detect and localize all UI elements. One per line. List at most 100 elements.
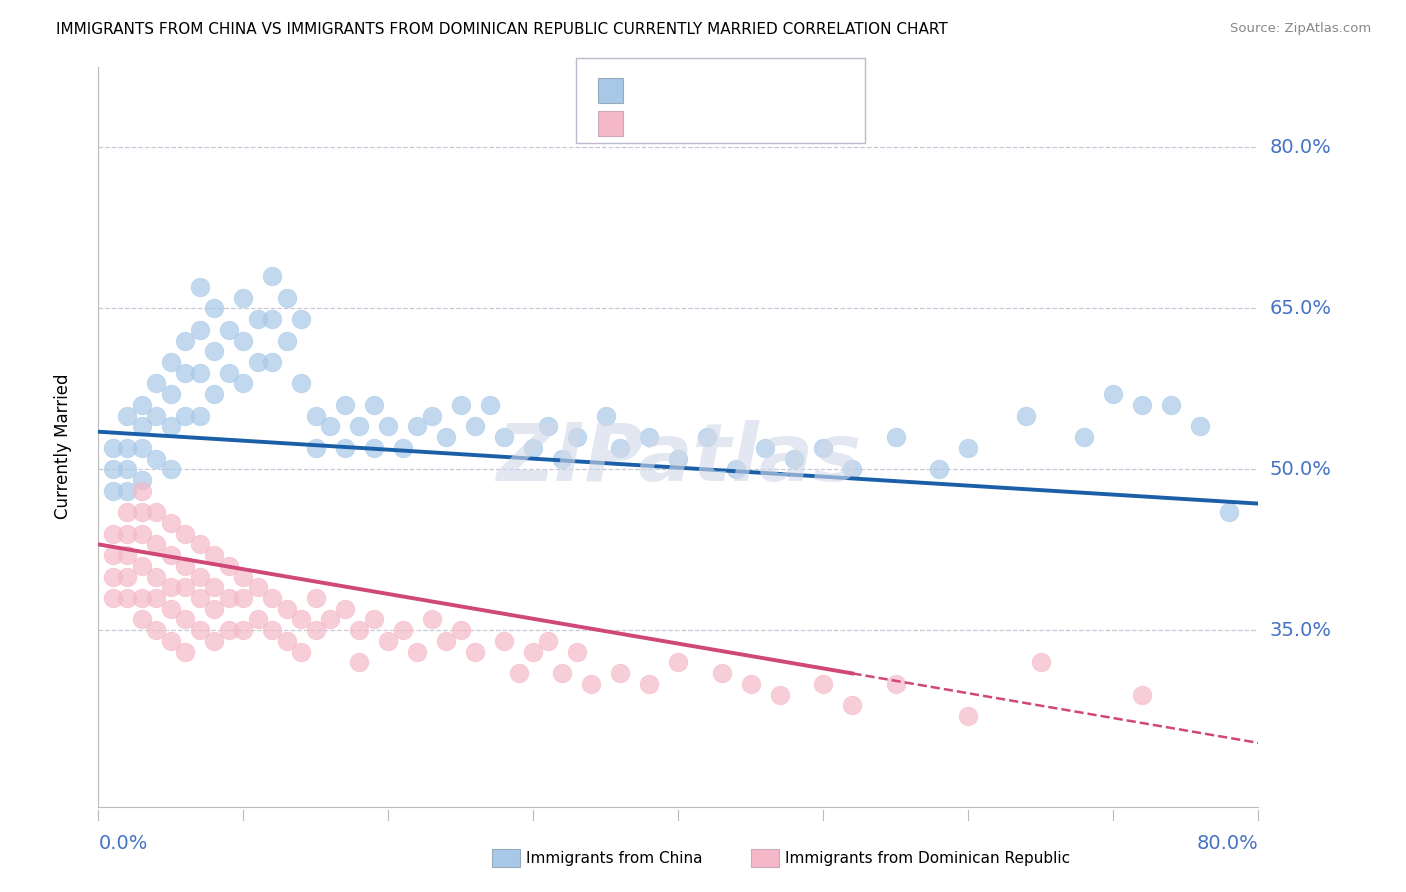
Text: 80.0%: 80.0%	[1197, 834, 1258, 853]
Text: R =: R =	[631, 80, 668, 98]
Point	[117, 505, 139, 519]
Point	[725, 462, 748, 476]
Point	[188, 591, 211, 605]
Point	[218, 366, 240, 380]
Point	[145, 624, 167, 638]
Point	[349, 656, 371, 670]
Point	[246, 312, 269, 326]
Point	[740, 677, 762, 691]
Point	[957, 709, 980, 723]
Point	[696, 430, 718, 444]
Point	[884, 677, 907, 691]
Point	[218, 558, 240, 573]
Point	[305, 409, 328, 423]
Point	[710, 666, 733, 681]
Point	[174, 409, 197, 423]
Text: ZIPatlas: ZIPatlas	[496, 420, 860, 499]
Point	[117, 526, 139, 541]
Point	[188, 366, 211, 380]
Text: 65.0%: 65.0%	[1270, 299, 1331, 318]
Point	[1073, 430, 1095, 444]
Point	[131, 526, 153, 541]
Point	[232, 624, 254, 638]
Text: Immigrants from Dominican Republic: Immigrants from Dominican Republic	[785, 851, 1070, 865]
Point	[464, 419, 486, 434]
Point	[262, 624, 284, 638]
Point	[436, 634, 458, 648]
Point	[145, 537, 167, 551]
Point	[101, 483, 124, 498]
Point	[117, 569, 139, 583]
Point	[276, 601, 298, 615]
Point	[349, 419, 371, 434]
Point	[160, 601, 183, 615]
Point	[145, 409, 167, 423]
Point	[145, 591, 167, 605]
Text: Immigrants from China: Immigrants from China	[526, 851, 703, 865]
Point	[406, 419, 429, 434]
Point	[131, 441, 153, 455]
Point	[392, 441, 415, 455]
Point	[262, 355, 284, 369]
Point	[1130, 688, 1153, 702]
Point	[551, 451, 574, 466]
Text: N = 83: N = 83	[727, 80, 796, 98]
Point	[1160, 398, 1182, 412]
Point	[204, 301, 226, 316]
Point	[494, 430, 516, 444]
Point	[420, 409, 443, 423]
Point	[204, 580, 226, 594]
Point	[537, 419, 560, 434]
Point	[349, 624, 371, 638]
Point	[305, 441, 328, 455]
Point	[101, 526, 124, 541]
Point	[204, 601, 226, 615]
Point	[333, 601, 356, 615]
Point	[551, 666, 574, 681]
Point	[117, 548, 139, 562]
Point	[609, 666, 631, 681]
Point	[813, 441, 835, 455]
Point	[841, 698, 863, 713]
Point	[101, 569, 124, 583]
Point	[1029, 656, 1052, 670]
Point	[232, 291, 254, 305]
Point	[160, 580, 183, 594]
Point	[290, 612, 312, 626]
Point	[638, 430, 661, 444]
Point	[117, 591, 139, 605]
Point	[305, 624, 328, 638]
Point	[131, 505, 153, 519]
Point	[957, 441, 980, 455]
Text: 50.0%: 50.0%	[1270, 459, 1331, 479]
Point	[666, 656, 689, 670]
Text: 0.0%: 0.0%	[98, 834, 148, 853]
Point	[276, 634, 298, 648]
Point	[101, 591, 124, 605]
Point	[131, 591, 153, 605]
Point	[1102, 387, 1125, 401]
Point	[188, 537, 211, 551]
Point	[666, 451, 689, 466]
Point	[841, 462, 863, 476]
Point	[188, 624, 211, 638]
Point	[160, 548, 183, 562]
Point	[305, 591, 328, 605]
Text: R =: R =	[631, 114, 668, 132]
Point	[276, 291, 298, 305]
Point	[377, 634, 399, 648]
Point	[117, 483, 139, 498]
Point	[1130, 398, 1153, 412]
Point	[188, 323, 211, 337]
Point	[160, 387, 183, 401]
Point	[290, 645, 312, 659]
Point	[188, 569, 211, 583]
Point	[262, 312, 284, 326]
Point	[131, 612, 153, 626]
Point	[101, 462, 124, 476]
Point	[638, 677, 661, 691]
Point	[276, 334, 298, 348]
Point	[160, 516, 183, 530]
Point	[117, 441, 139, 455]
Text: N = 83: N = 83	[727, 114, 796, 132]
